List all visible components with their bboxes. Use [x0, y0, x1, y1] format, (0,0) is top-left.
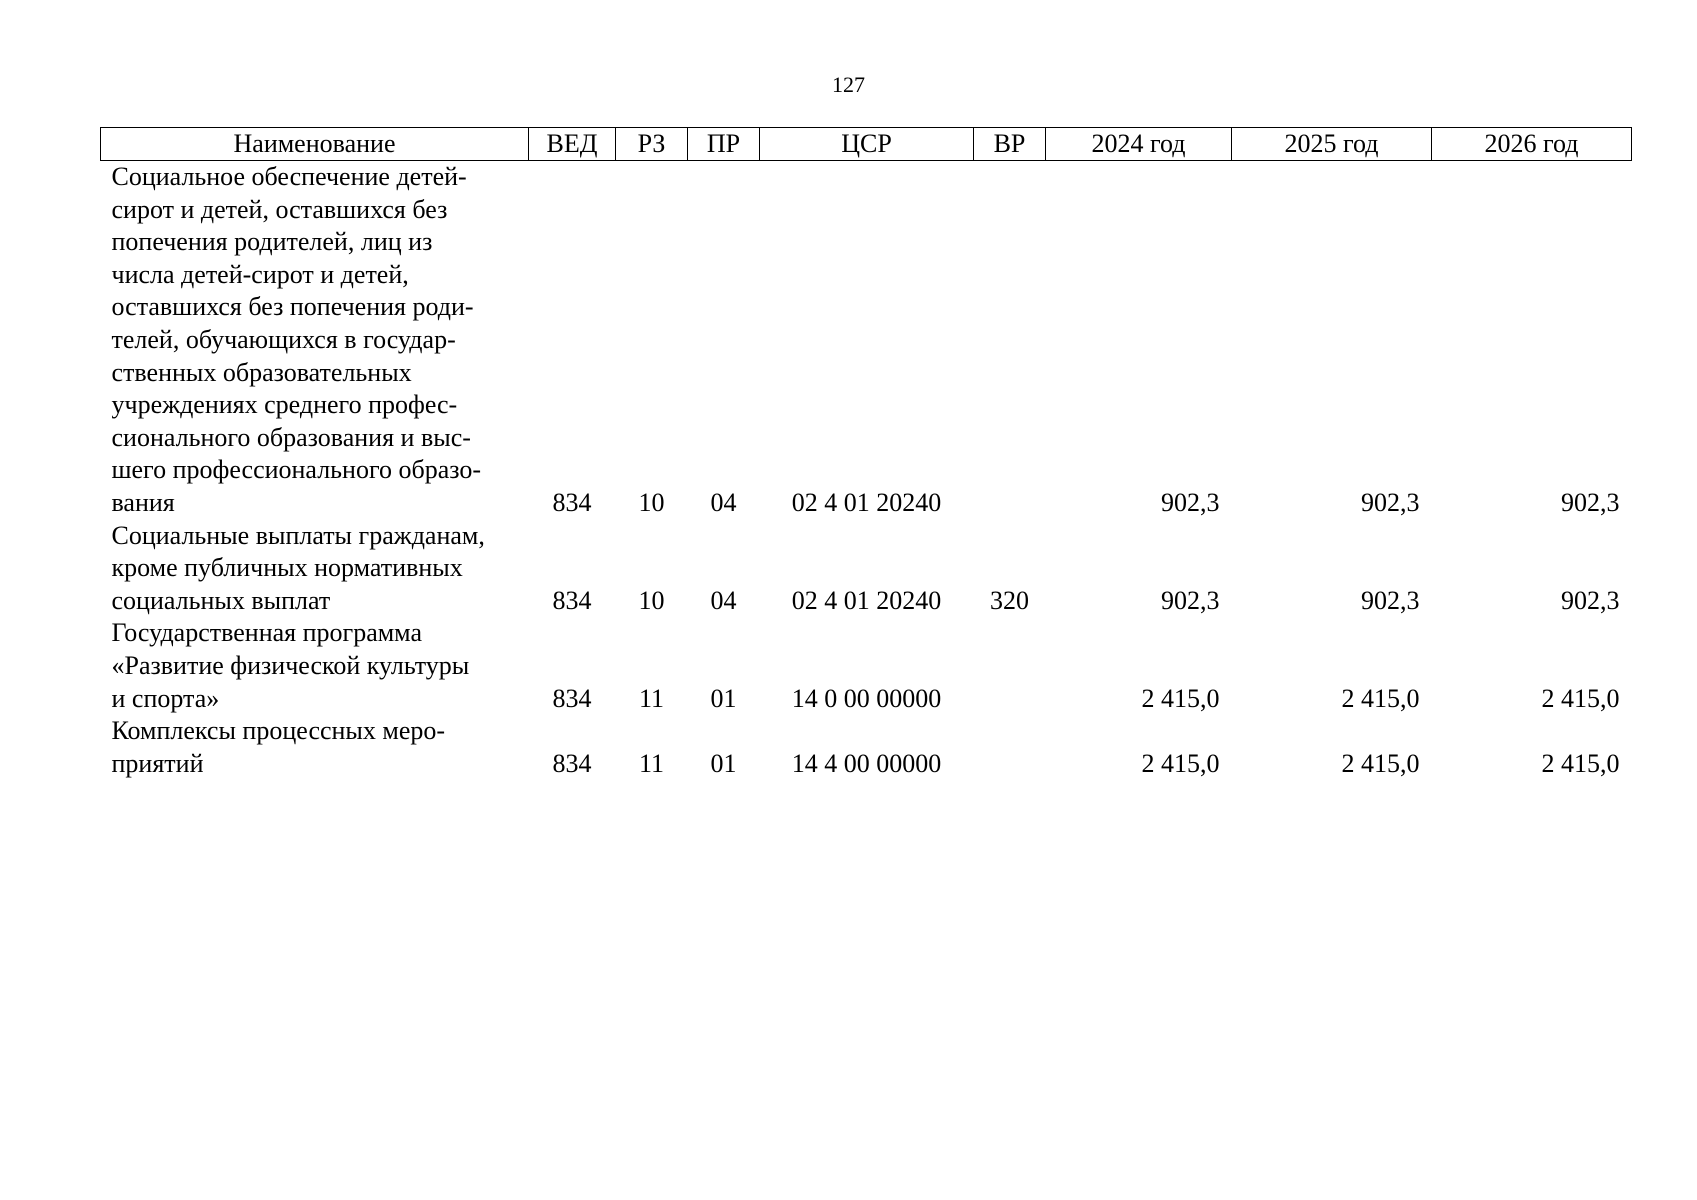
row-name-line: и спорта» [111, 683, 220, 713]
cell-2024: 2 415,0 [1141, 748, 1220, 778]
row-name-line: сирот и детей, оставшихся без [111, 194, 448, 224]
cell-ved: 834 [552, 748, 592, 778]
row-name-line: социальных выплат [111, 585, 331, 615]
row-name-line: учреждениях среднего профес- [111, 390, 458, 420]
header-2024: 2024 год [1045, 127, 1232, 161]
row-name-line: оставшихся без попечения роди- [111, 292, 474, 322]
header-ved: ВЕД [528, 127, 616, 161]
row-name-line: Социальное обеспечение детей- [111, 162, 467, 191]
table-row: Государственная программа «Развитие физи… [101, 617, 1632, 715]
cell-2025: 902,3 [1361, 487, 1420, 517]
cell-2024: 902,3 [1161, 487, 1220, 517]
row-name-line: кроме публичных нормативных [111, 553, 463, 583]
row-name-line: вания [111, 487, 175, 517]
cell-csr: 02 4 01 20240 [791, 585, 942, 615]
row-name-line: Государственная программа [111, 618, 423, 648]
header-pr: ПР [687, 127, 760, 161]
cell-2024: 2 415,0 [1141, 683, 1220, 713]
cell-vr [974, 715, 1046, 780]
table-row: Комплексы процессных меро- приятий 834 1… [101, 715, 1632, 780]
row-name: Социальное обеспечение детей- сирот и де… [101, 161, 529, 520]
row-name-line: сионального образования и выс- [111, 422, 471, 452]
header-row: Наименование ВЕД РЗ ПР ЦСР ВР 2024 год 2… [100, 127, 1632, 161]
cell-csr: 14 0 00 00000 [791, 683, 942, 713]
row-name-line: Социальные выплаты гражданам, [111, 520, 485, 550]
header-rz: РЗ [615, 127, 688, 161]
cell-pr: 04 [710, 585, 737, 615]
row-name-line: числа детей-сирот и детей, [111, 259, 409, 289]
cell-rz: 10 [638, 585, 665, 615]
table-body: Социальное обеспечение детей- сирот и де… [101, 161, 1632, 781]
cell-2025: 2 415,0 [1341, 748, 1420, 778]
cell-vr [974, 617, 1046, 715]
cell-vr: 320 [990, 585, 1029, 615]
header-vr: ВР [973, 127, 1046, 161]
cell-2024: 902,3 [1161, 585, 1220, 615]
table-row: Социальные выплаты гражданам, кроме публ… [101, 520, 1632, 618]
cell-2026: 902,3 [1561, 487, 1620, 517]
cell-rz: 11 [638, 683, 665, 713]
row-name-line: телей, обучающихся в государ- [111, 324, 456, 354]
row-name: Социальные выплаты гражданам, кроме публ… [101, 520, 529, 618]
header-2025: 2025 год [1231, 127, 1432, 161]
row-name-line: ственных образовательных [111, 357, 412, 387]
cell-2025: 902,3 [1361, 585, 1420, 615]
cell-2026: 2 415,0 [1541, 683, 1620, 713]
cell-2026: 2 415,0 [1541, 748, 1620, 778]
cell-rz: 10 [638, 487, 665, 517]
row-name-line: «Развитие физической культуры [111, 650, 470, 680]
row-name-line: Комплексы процессных меро- [111, 716, 446, 746]
page-number: 127 [832, 72, 865, 97]
cell-csr: 14 4 00 00000 [791, 748, 942, 778]
cell-2026: 902,3 [1561, 585, 1620, 615]
row-name-line: шего профессионального образо- [111, 455, 482, 485]
cell-vr [974, 161, 1046, 520]
table-header: Наименование ВЕД РЗ ПР ЦСР ВР 2024 год 2… [100, 127, 1632, 161]
cell-pr: 04 [710, 487, 737, 517]
row-name-line: приятий [111, 748, 204, 778]
cell-rz: 11 [638, 748, 665, 778]
cell-csr: 02 4 01 20240 [791, 487, 942, 517]
header-name: Наименование [100, 127, 529, 161]
cell-pr: 01 [710, 748, 737, 778]
cell-ved: 834 [552, 683, 592, 713]
header-2026: 2026 год [1431, 127, 1632, 161]
cell-ved: 834 [552, 487, 592, 517]
row-name-line: попечения родителей, лиц из [111, 227, 433, 257]
budget-table: Наименование ВЕД РЗ ПР ЦСР ВР 2024 год 2… [100, 127, 1632, 780]
cell-2025: 2 415,0 [1341, 683, 1420, 713]
cell-ved: 834 [552, 585, 592, 615]
cell-pr: 01 [710, 683, 737, 713]
row-name: Комплексы процессных меро- приятий [101, 715, 529, 780]
table-row: Социальное обеспечение детей- сирот и де… [101, 161, 1632, 520]
row-name: Государственная программа «Развитие физи… [101, 617, 529, 715]
header-csr: ЦСР [759, 127, 974, 161]
